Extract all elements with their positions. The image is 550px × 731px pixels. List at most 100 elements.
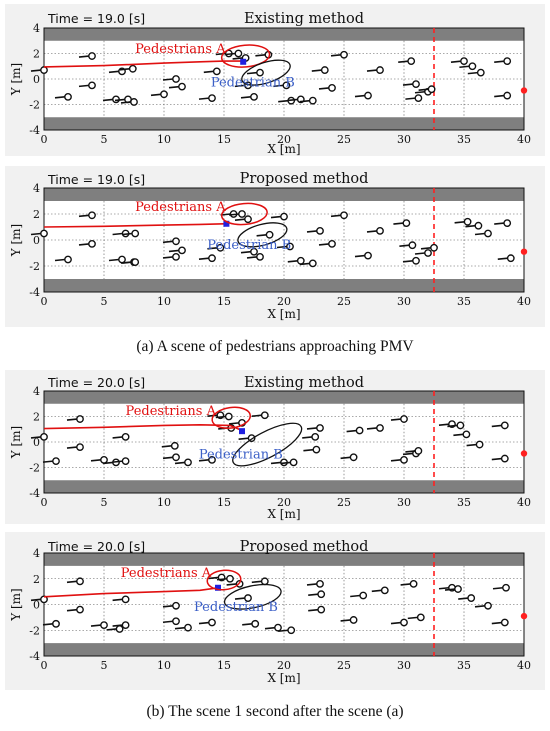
p3-pedestrian-heading — [280, 461, 291, 465]
p4-pedestrian-heading — [400, 583, 411, 586]
p4-time-label: Time = 20.0 [s] — [47, 539, 145, 554]
p2-pedestrian — [503, 219, 512, 228]
p2-pedestrian-heading — [330, 214, 342, 218]
p1-pedestrian — [476, 68, 485, 77]
p2-pedestrian — [178, 246, 186, 255]
p2-pedestrian-heading — [256, 234, 267, 237]
p1-pedestrian-heading — [459, 65, 470, 69]
p3-pedestrian — [100, 455, 108, 464]
p4-pedestrian-heading — [444, 588, 456, 591]
p2-pedestrian-heading — [108, 258, 120, 262]
p2-y-tick-label: -4 — [29, 286, 40, 299]
p2-pedestrian-heading — [402, 260, 414, 263]
p3-pedestrian — [76, 415, 84, 423]
p4-pedestrian-heading — [242, 623, 253, 626]
p2-pedestrian-heading — [198, 257, 210, 260]
p2-pedestrian — [208, 254, 216, 263]
p1-pedestrian — [427, 85, 436, 94]
p3-pedestrian — [316, 424, 324, 432]
p1-pedestrian-heading — [246, 71, 258, 75]
p3-goal-marker — [520, 450, 528, 457]
p3-pedestrian-heading — [161, 445, 172, 448]
p1-pedestrian — [88, 81, 96, 90]
p2-pedestrian-heading — [207, 247, 218, 250]
p2-pedestrian — [238, 210, 246, 218]
p2-pedestrian-heading — [78, 214, 90, 218]
p2-pedestrian — [474, 221, 483, 230]
p3-pedestrian — [355, 426, 364, 435]
p4-pedestrian — [500, 618, 509, 627]
p4-road-band-top — [44, 553, 524, 566]
p1-pedestrian — [414, 94, 423, 103]
p1-pedestrian-heading — [30, 69, 42, 72]
p1-time-label: Time = 19.0 [s] — [47, 11, 145, 26]
p2-pedestrian — [172, 252, 180, 261]
p2-pedestrian — [316, 226, 324, 235]
p4-x-tick-label: 35 — [457, 659, 471, 672]
p2-pedestrian — [430, 243, 438, 252]
p3-pedestrian — [172, 453, 180, 462]
p2-x-tick-label: 15 — [217, 295, 231, 308]
p4-pedestrian-heading — [306, 583, 318, 586]
p2-pedestrian-heading — [276, 245, 288, 249]
p3-pedestrian — [462, 430, 471, 439]
p2-pedestrian-heading — [465, 224, 476, 228]
p1-pedestrian — [503, 91, 512, 100]
p1-pedestrian — [128, 64, 137, 73]
p1-pedestrian-heading — [120, 101, 132, 104]
p1-pedestrian-heading — [108, 70, 120, 74]
p1-pedestrian-heading — [405, 97, 416, 100]
p1-pedestrian-heading — [54, 96, 66, 99]
p4-pedestrian — [274, 623, 282, 632]
p2-pedestrian — [408, 241, 417, 250]
p3-pedestrian-heading — [303, 448, 314, 452]
p2-label-pedestrian-b: Pedestrian B — [207, 238, 291, 253]
p3-pedestrian-heading — [402, 452, 414, 456]
p1-pedestrian — [160, 90, 168, 99]
p4-pedestrian-heading — [112, 624, 123, 627]
p2-pedestrian-heading — [318, 243, 330, 246]
p3-pedestrian-heading — [174, 461, 186, 465]
p3-chart-title: Existing method — [244, 375, 364, 391]
p1-x-tick-label: 35 — [457, 133, 471, 146]
p2-pedestrian — [376, 226, 384, 235]
p2-pedestrian-heading — [494, 222, 505, 225]
p1-pedestrian-heading — [450, 60, 462, 63]
p3-y-tick-label: -2 — [29, 462, 40, 475]
p3-pedestrian — [456, 421, 465, 430]
p1-x-tick-label: 20 — [277, 133, 291, 146]
p4-pedestrian — [502, 583, 510, 592]
p4-pedestrian-heading — [308, 593, 319, 596]
p4-pedestrian-heading — [491, 621, 502, 625]
p3-pedestrian-heading — [306, 427, 318, 430]
p3-pedestrian — [475, 440, 484, 449]
p2-pedestrian — [364, 251, 372, 260]
p4-pedestrian — [184, 623, 192, 632]
p1-road-band-top — [44, 28, 524, 41]
p2-pedestrian-heading — [112, 232, 123, 236]
p1-pedestrian — [130, 98, 138, 106]
p3-y-tick-label: 0 — [33, 436, 40, 449]
p1-pedestrian — [340, 50, 348, 59]
p4-pedestrian-heading — [350, 594, 361, 598]
p1-pedestrian — [208, 94, 216, 103]
p2-pedestrian-heading — [162, 240, 174, 244]
p1-y-tick-label: -2 — [29, 99, 40, 112]
p3-ellipse-pedestrians-a — [211, 406, 252, 429]
p2-x-tick-label: 25 — [337, 295, 351, 308]
p3-x-tick-label: 30 — [397, 496, 411, 509]
p2-pedestrian-heading — [122, 232, 133, 236]
p1-pedestrian-heading — [494, 60, 505, 63]
p3-pedestrian-heading — [447, 424, 458, 428]
p1-pedestrian-heading — [494, 94, 505, 98]
p2-pedestrian-heading — [234, 218, 246, 221]
p2-pedestrian-heading — [497, 257, 508, 260]
p1-x-tick-label: 25 — [337, 133, 351, 146]
p4-x-tick-label: 15 — [217, 659, 231, 672]
p4-pedestrian-heading — [234, 597, 246, 600]
p2-pedestrian-heading — [474, 232, 486, 236]
p3-pedestrian-heading — [112, 436, 123, 439]
p2-pedestrian-heading — [420, 247, 432, 250]
p4-pedestrian — [416, 613, 425, 622]
